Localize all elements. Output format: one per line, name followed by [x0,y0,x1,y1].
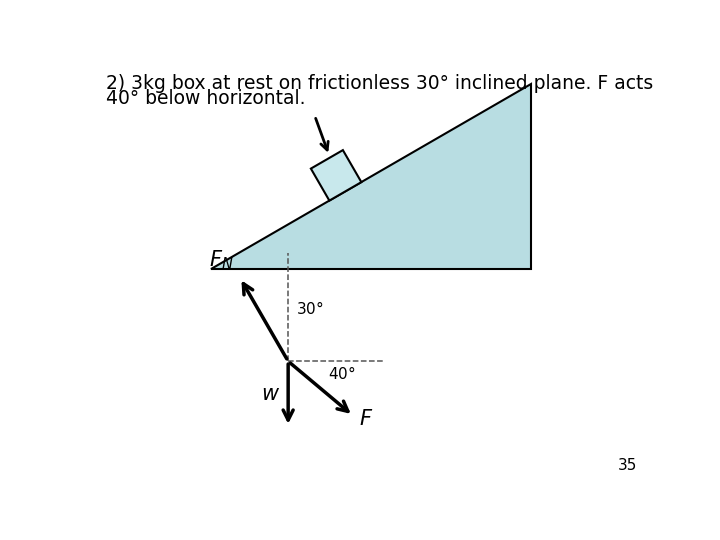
Text: $40°$: $40°$ [328,365,356,382]
Polygon shape [211,84,531,269]
Text: $30°$: $30°$ [296,300,323,318]
Polygon shape [311,150,361,200]
Text: 35: 35 [618,458,637,473]
Text: $F$: $F$ [359,409,374,429]
Text: 40° below horizontal.: 40° below horizontal. [106,90,305,109]
Text: 2) 3kg box at rest on frictionless 30° inclined plane. F acts: 2) 3kg box at rest on frictionless 30° i… [106,74,653,93]
Text: $F_N$: $F_N$ [210,248,234,272]
Text: $w$: $w$ [261,384,281,404]
